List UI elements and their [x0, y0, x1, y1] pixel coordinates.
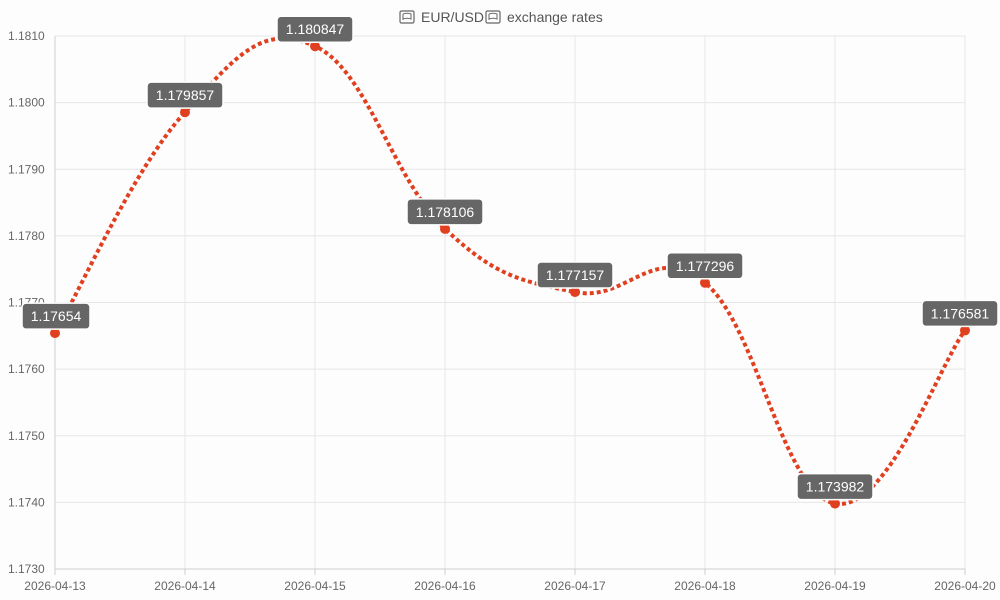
data-point[interactable]: [310, 41, 320, 52]
axes: 1.17301.17401.17501.17601.17701.17801.17…: [8, 29, 996, 593]
grid: [54, 35, 966, 570]
data-label-box: [666, 252, 744, 280]
flag-icon: [485, 10, 501, 24]
x-tick-label: 2026-04-20: [934, 579, 996, 593]
data-label: 1.176581: [921, 299, 999, 328]
data-point[interactable]: [440, 223, 450, 234]
y-tick-label: 1.1730: [8, 562, 45, 576]
x-tick-label: 2026-04-18: [674, 579, 736, 593]
y-tick-label: 1.1790: [8, 162, 45, 176]
data-label-text: 1.179857: [156, 87, 215, 103]
data-label-box: [21, 302, 91, 330]
data-label: 1.173982: [796, 472, 874, 501]
data-point[interactable]: [570, 287, 580, 298]
data-label: 1.177296: [666, 252, 744, 280]
y-tick-label: 1.1780: [8, 229, 45, 243]
data-label-text: 1.177296: [676, 258, 735, 274]
x-tick-label: 2026-04-14: [154, 579, 216, 593]
data-label-box: [921, 299, 999, 328]
data-label-text: 1.180847: [286, 21, 345, 37]
data-label-box: [146, 81, 224, 109]
x-tick-label: 2026-04-13: [24, 579, 86, 593]
y-tick-label: 1.1800: [8, 96, 45, 110]
data-point[interactable]: [960, 325, 970, 336]
x-tick-label: 2026-04-16: [414, 579, 476, 593]
points-layer: [50, 41, 970, 509]
title-currency-pair: EUR/USD: [421, 9, 484, 25]
data-label-text: 1.17654: [31, 308, 82, 324]
data-label: 1.179857: [146, 81, 224, 109]
data-point[interactable]: [830, 498, 840, 509]
data-label: 1.180847: [276, 15, 354, 43]
data-label: 1.178106: [406, 198, 484, 226]
data-labels-layer: 1.17654 1.179857 1.180847 1.178106 1.177157 1…: [21, 15, 999, 501]
y-tick-label: 1.1750: [8, 429, 45, 443]
data-label-box: [536, 261, 614, 289]
x-tick-label: 2026-04-19: [804, 579, 866, 593]
data-point[interactable]: [180, 107, 190, 118]
data-label: 1.17654: [21, 302, 91, 330]
data-label-box: [276, 15, 354, 43]
x-tick-label: 2026-04-17: [544, 579, 606, 593]
data-label: 1.177157: [536, 261, 614, 289]
data-point[interactable]: [50, 328, 60, 339]
y-tick-label: 1.1810: [8, 29, 45, 43]
title-description: exchange rates: [507, 9, 603, 25]
data-label-text: 1.178106: [416, 204, 475, 220]
chart-title: EUR/USD exchange rates: [399, 9, 603, 25]
data-label-text: 1.173982: [806, 479, 865, 495]
data-label-box: [796, 472, 874, 501]
data-point[interactable]: [700, 277, 710, 288]
flag-icon: [399, 10, 415, 24]
y-tick-label: 1.1760: [8, 362, 45, 376]
data-label-box: [406, 198, 484, 226]
data-label-text: 1.176581: [931, 305, 990, 321]
data-label-text: 1.177157: [546, 267, 605, 283]
x-tick-label: 2026-04-15: [284, 579, 346, 593]
y-tick-label: 1.1740: [8, 495, 45, 509]
